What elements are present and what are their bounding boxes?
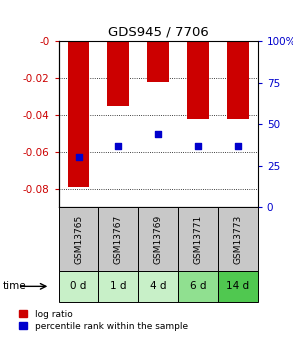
Text: 0 d: 0 d xyxy=(70,282,87,291)
Bar xyxy=(59,271,98,302)
Bar xyxy=(108,41,129,106)
Bar xyxy=(68,41,89,187)
Text: GSM13765: GSM13765 xyxy=(74,214,83,264)
Point xyxy=(116,143,121,148)
Text: GSM13769: GSM13769 xyxy=(154,214,163,264)
Legend: log ratio, percentile rank within the sample: log ratio, percentile rank within the sa… xyxy=(19,310,188,331)
Bar xyxy=(227,41,249,119)
Text: 1 d: 1 d xyxy=(110,282,127,291)
Bar xyxy=(218,207,258,271)
Title: GDS945 / 7706: GDS945 / 7706 xyxy=(108,26,209,39)
Bar xyxy=(218,271,258,302)
Point xyxy=(196,143,200,148)
Bar xyxy=(138,207,178,271)
Text: 4 d: 4 d xyxy=(150,282,166,291)
Point xyxy=(76,155,81,160)
Bar xyxy=(147,41,169,82)
Text: 6 d: 6 d xyxy=(190,282,206,291)
Bar xyxy=(98,207,138,271)
Bar xyxy=(98,271,138,302)
Point xyxy=(236,143,240,148)
Text: GSM13771: GSM13771 xyxy=(194,214,202,264)
Bar xyxy=(59,207,98,271)
Point xyxy=(156,131,161,137)
Bar xyxy=(187,41,209,119)
Text: GSM13767: GSM13767 xyxy=(114,214,123,264)
Text: GSM13773: GSM13773 xyxy=(234,214,242,264)
Text: time: time xyxy=(3,282,27,291)
Bar xyxy=(178,207,218,271)
Bar xyxy=(138,271,178,302)
Bar xyxy=(178,271,218,302)
Text: 14 d: 14 d xyxy=(226,282,249,291)
